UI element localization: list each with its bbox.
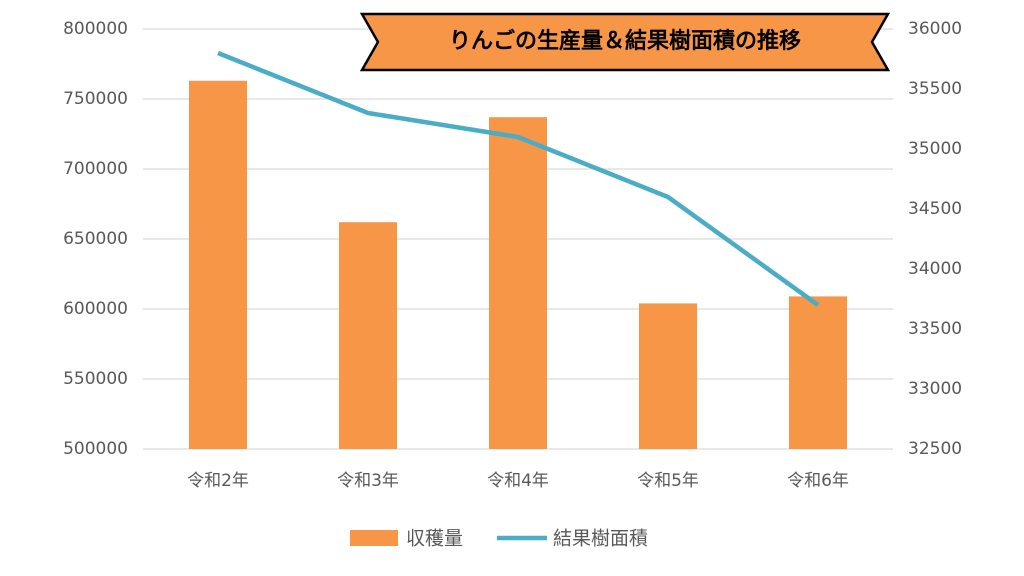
bar: [639, 303, 697, 449]
x-tick-label: 令和3年: [337, 471, 399, 491]
bar: [339, 222, 397, 449]
y2-tick-label: 33500: [908, 319, 962, 339]
line: [217, 50, 820, 307]
legend-label: 結果樹面積: [553, 528, 648, 550]
x-tick-label: 令和5年: [637, 471, 699, 491]
y2-tick-label: 33000: [908, 379, 962, 399]
x-tick-label: 令和4年: [487, 471, 549, 491]
y-tick-label: 750000: [63, 89, 128, 109]
bar: [189, 80, 247, 450]
y2-tick-label: 34500: [908, 199, 962, 219]
bar: [789, 296, 847, 449]
y-tick-label: 800000: [63, 19, 128, 39]
legend-swatch: [350, 530, 398, 546]
y-tick-label: 700000: [63, 159, 128, 179]
legend-label: 収穫量: [406, 528, 463, 550]
x-tick-label: 令和6年: [787, 471, 849, 491]
marks: [189, 50, 847, 450]
title-banner: [359, 12, 891, 72]
y-tick-label: 650000: [63, 229, 128, 249]
y2-tick-label: 32500: [908, 439, 962, 459]
y2-tick-label: 34000: [908, 259, 962, 279]
y2-tick-label: 36000: [908, 19, 962, 39]
y2-tick-label: 35500: [908, 79, 962, 99]
chart-title: りんごの生産量＆結果樹面積の推移: [449, 28, 801, 54]
bar: [489, 117, 547, 449]
y-tick-label: 550000: [63, 369, 128, 389]
y-tick-label: 500000: [63, 439, 128, 459]
y-tick-label: 600000: [63, 299, 128, 319]
y2-tick-label: 35000: [908, 139, 962, 159]
x-tick-label: 令和2年: [187, 471, 249, 491]
